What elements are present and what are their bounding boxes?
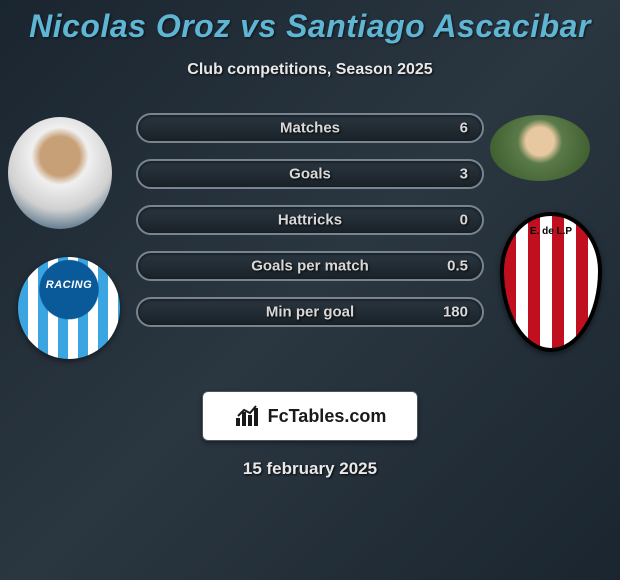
- comparison-subtitle: Club competitions, Season 2025: [0, 61, 620, 79]
- stat-value: 180: [443, 304, 468, 321]
- stat-label: Goals per match: [138, 258, 482, 275]
- brand-text: FcTables.com: [268, 406, 387, 427]
- branding-badge: FcTables.com: [202, 391, 418, 441]
- player-left-photo: [8, 117, 112, 229]
- stat-bar: Goals 3: [136, 159, 484, 189]
- stat-bars: Matches 6 Goals 3 Hattricks 0 Goals per …: [136, 113, 484, 343]
- stat-value: 0.5: [447, 258, 468, 275]
- stat-label: Hattricks: [138, 212, 482, 229]
- stat-label: Matches: [138, 120, 482, 137]
- stat-label: Goals: [138, 166, 482, 183]
- comparison-date: 15 february 2025: [0, 459, 620, 479]
- stat-value: 6: [460, 120, 468, 137]
- stat-value: 0: [460, 212, 468, 229]
- club-right-badge: E. de L.P: [500, 212, 602, 352]
- player-right-photo: [490, 115, 590, 181]
- stat-bar: Min per goal 180: [136, 297, 484, 327]
- stat-bar: Hattricks 0: [136, 205, 484, 235]
- stat-bar: Matches 6: [136, 113, 484, 143]
- stat-bar: Goals per match 0.5: [136, 251, 484, 281]
- club-right-label: E. de L.P: [504, 226, 598, 237]
- brand-chart-icon: [234, 404, 262, 428]
- stat-value: 3: [460, 166, 468, 183]
- club-left-label: RACING: [18, 279, 120, 291]
- stat-label: Min per goal: [138, 304, 482, 321]
- comparison-content: RACING ★ E. de L.P Matches 6 Goals 3 Hat…: [0, 107, 620, 367]
- comparison-title: Nicolas Oroz vs Santiago Ascacibar: [0, 0, 620, 45]
- club-left-badge: RACING: [18, 257, 120, 359]
